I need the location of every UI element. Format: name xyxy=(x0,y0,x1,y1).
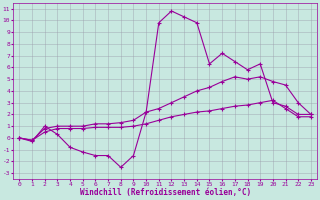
X-axis label: Windchill (Refroidissement éolien,°C): Windchill (Refroidissement éolien,°C) xyxy=(80,188,251,197)
